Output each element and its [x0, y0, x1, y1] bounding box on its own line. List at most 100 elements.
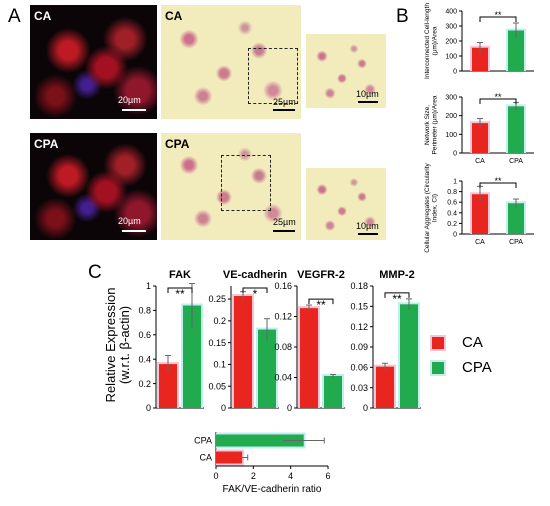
- image-label: CPA: [165, 137, 190, 151]
- y-tick-label: 0.05: [208, 381, 226, 391]
- y-tick-label: 0: [453, 150, 457, 157]
- y-tick-label: 0.04: [274, 373, 292, 383]
- scale-bar: [358, 233, 378, 235]
- zoom-image-cpa: 10µm: [306, 168, 386, 240]
- significance-marker: **: [494, 92, 502, 102]
- legend: CA CPA: [432, 334, 542, 394]
- y-tick-label: 0.08: [274, 342, 292, 352]
- x-tick-label: 0: [213, 471, 218, 481]
- legend-label-ca: CA: [462, 334, 483, 351]
- y-tick-label: 0.25: [208, 294, 226, 304]
- significance-marker: **: [494, 176, 502, 186]
- scale-label: 10µm: [356, 89, 379, 99]
- brightfield-image-cpa: CPA 25µm: [161, 133, 301, 240]
- panel-letter-c: C: [88, 262, 102, 283]
- chart-title: VE-cadherin: [223, 269, 287, 281]
- scale-label: 20µm: [118, 216, 141, 226]
- chart-title: FAK: [169, 269, 191, 281]
- y-axis-label: Cellular Aggregates (CircularityIndex, C…: [424, 162, 439, 252]
- bar-ca: [300, 308, 318, 408]
- bar-cpa: [508, 106, 524, 153]
- y-tick-label: 100: [445, 53, 457, 60]
- bar-cpa: [258, 329, 276, 408]
- bar-ca: [472, 194, 488, 234]
- bar-cpa: [324, 375, 342, 408]
- scale-bar: [273, 230, 295, 232]
- significance-marker: *: [253, 287, 258, 301]
- significance-marker: **: [175, 287, 185, 301]
- legend-swatch-cpa: [432, 362, 444, 374]
- significance-bracket: [308, 298, 334, 305]
- significance-marker: **: [392, 292, 402, 306]
- y-tick-label: 0: [453, 231, 457, 238]
- image-label: CA: [34, 9, 52, 23]
- y-tick-label: 0.1: [213, 360, 226, 370]
- bar-ca: [216, 451, 243, 464]
- y-tick-label: 0.16: [274, 281, 292, 291]
- y-tick-label: 0: [453, 68, 457, 75]
- fluorescence-image-cpa: CPA 20µm: [30, 133, 157, 240]
- y-tick-label: 0.6: [138, 330, 151, 340]
- chart-title: MMP-2: [379, 269, 414, 281]
- y-tick-label: 300: [445, 94, 457, 101]
- significance-bracket: [479, 98, 517, 104]
- y-tick-label: 0.15: [350, 301, 368, 311]
- y-tick-label: 0.2: [138, 379, 151, 389]
- y-tick-label: 0.8: [447, 189, 457, 196]
- bar-ca: [234, 296, 252, 408]
- scale-bar: [273, 109, 295, 111]
- y-axis-label: Network Size,Perimeter (µm)/Area: [424, 95, 439, 154]
- y-tick-label: 200: [445, 113, 457, 120]
- image-label: CPA: [34, 137, 59, 151]
- y-tick-label: 0.8: [138, 306, 151, 316]
- chart-title: VEGFR-2: [297, 269, 345, 281]
- y-tick-label: 0.09: [350, 342, 368, 352]
- x-tick-label: 4: [288, 471, 293, 481]
- bar-cpa: [183, 305, 201, 408]
- x-tick-label: CPA: [509, 158, 523, 165]
- y-tick-label: 0.06: [350, 362, 368, 372]
- bar-ca: [472, 123, 488, 153]
- scale-label: 10µm: [356, 221, 379, 231]
- significance-marker: **: [494, 10, 502, 20]
- bar-ca: [376, 366, 394, 408]
- y-tick-label: 0: [221, 403, 226, 413]
- scale-label: 25µm: [273, 97, 296, 107]
- bar-cpa: [508, 30, 524, 71]
- x-tick-label: CA: [475, 239, 485, 246]
- legend-label-cpa: CPA: [462, 359, 492, 376]
- zoom-image-ca: 10µm: [306, 34, 386, 108]
- image-label: CA: [165, 9, 183, 23]
- y-tick-label: 200: [445, 38, 457, 45]
- y-tick-label: 0.18: [350, 281, 368, 291]
- y-tick-label: 0.12: [274, 312, 292, 322]
- y-tick-label: CPA: [194, 436, 212, 446]
- y-tick-label: 0: [363, 403, 368, 413]
- bar-cpa: [400, 304, 418, 408]
- bar-cpa: [508, 203, 524, 234]
- y-tick-label: 0.15: [208, 338, 226, 348]
- bar-cpa: [216, 434, 304, 447]
- y-tick-label: 1: [453, 178, 457, 185]
- y-tick-label: 0.2: [447, 221, 457, 228]
- zoom-region-box: [221, 155, 271, 211]
- y-tick-label: 1: [146, 281, 151, 291]
- y-tick-label: 0.4: [447, 210, 457, 217]
- significance-bracket: [479, 16, 517, 22]
- y-tick-label: 0.12: [350, 322, 368, 332]
- panel-letter-b: B: [396, 6, 409, 27]
- y-tick-label: CA: [199, 453, 212, 463]
- scale-bar: [358, 101, 378, 103]
- x-tick-label: 6: [325, 471, 330, 481]
- significance-marker: **: [316, 298, 326, 312]
- scale-label: 20µm: [118, 95, 141, 105]
- significance-bracket: [167, 287, 193, 293]
- significance-bracket: [384, 292, 410, 298]
- y-tick-label: 0.03: [350, 383, 368, 393]
- scale-label: 25µm: [273, 217, 296, 227]
- y-tick-label: 0.6: [447, 200, 457, 207]
- y-tick-label: 400: [445, 8, 457, 15]
- bar-ca: [472, 47, 488, 71]
- bar-ca: [159, 364, 177, 408]
